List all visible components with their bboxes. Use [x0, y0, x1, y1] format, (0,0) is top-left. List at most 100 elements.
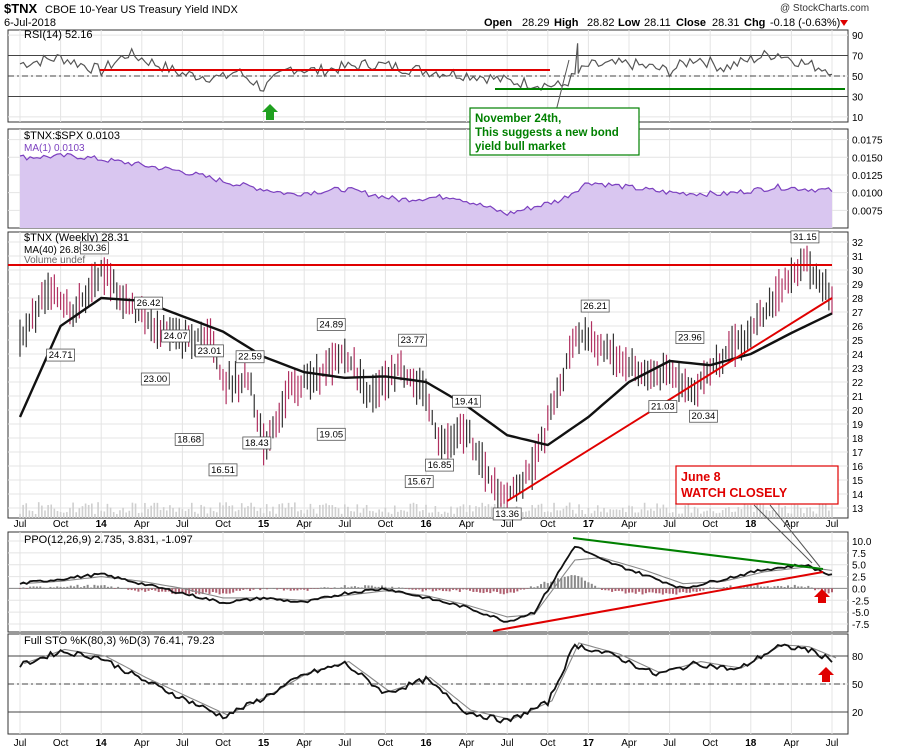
- volume-bar: [434, 506, 437, 518]
- volume-bar: [368, 510, 371, 518]
- ppo-histogram-bar: [130, 588, 133, 591]
- volume-bar: [556, 510, 558, 518]
- ppo-histogram-bar: [560, 578, 563, 589]
- volume-bar: [44, 510, 46, 518]
- ratio-panel: $TNX:$SPX 0.0103 MA(1) 0.0103: [19, 130, 833, 228]
- open-value: 28.29: [522, 17, 550, 29]
- volume-bar: [459, 506, 462, 518]
- symbol: $TNX: [4, 1, 38, 16]
- ppo-histogram-bar: [607, 588, 610, 591]
- x-tick-label-bottom: Jul: [663, 738, 676, 749]
- volume-bar: [281, 503, 284, 518]
- x-tick-label: Jul: [663, 519, 676, 530]
- volume-bar: [309, 503, 312, 518]
- ppo-histogram-bar: [746, 585, 749, 589]
- ppo-histogram-bar: [827, 588, 830, 594]
- volume-bar: [553, 502, 555, 518]
- volume-bar: [762, 504, 765, 518]
- ppo-histogram-bar: [353, 586, 356, 589]
- volume-bar: [659, 508, 662, 518]
- ppo-histogram-bar: [408, 588, 411, 590]
- price-tick-label: 14: [852, 490, 864, 501]
- ppo-histogram-bar: [113, 588, 116, 589]
- ppo-histogram-bar: [435, 588, 438, 591]
- price-tick-label: 19: [852, 420, 864, 431]
- ppo-histogram-bar: [22, 587, 25, 589]
- price-tick-label: 17: [852, 448, 864, 459]
- volume-bar: [668, 512, 671, 518]
- price-tag-label: 15.67: [407, 477, 431, 488]
- volume-bar: [406, 511, 409, 518]
- volume-bar: [675, 502, 677, 518]
- price-tick-label: 29: [852, 280, 864, 291]
- volume-bar: [328, 505, 330, 518]
- volume-bar: [656, 503, 658, 518]
- ppo-histogram-bar: [600, 588, 603, 590]
- ppo-histogram-bar: [360, 587, 363, 589]
- volume-bar: [219, 502, 221, 518]
- ppo-histogram-bar: [340, 587, 343, 589]
- volume-bar: [721, 510, 724, 518]
- ppo-histogram-bar: [421, 588, 424, 592]
- x-tick-label: Oct: [378, 519, 394, 530]
- volume-bar: [331, 505, 334, 518]
- volume-bar: [631, 506, 633, 518]
- price-tag-box: [46, 348, 75, 362]
- volume-bar: [109, 507, 112, 518]
- price-tag-box: [208, 463, 238, 477]
- ppo-histogram-bar: [262, 588, 265, 589]
- ppo-histogram-bar: [238, 588, 241, 591]
- volume-bar: [790, 513, 793, 518]
- volume-bar: [362, 508, 365, 518]
- volume-bar: [91, 503, 93, 518]
- ppo-histogram-bar: [648, 588, 651, 593]
- ppo-histogram-bar: [414, 588, 417, 590]
- volume-bar: [709, 508, 711, 518]
- ratio-tick-label: 0.0100: [852, 189, 883, 200]
- ppo-histogram-bar: [309, 588, 312, 589]
- ratio-tick-label: 0.0075: [852, 206, 883, 217]
- volume-bar: [169, 505, 171, 518]
- volume-bar: [340, 513, 343, 518]
- price-tag-box: [174, 433, 204, 446]
- volume-bar: [365, 504, 368, 518]
- volume-bar: [415, 504, 418, 518]
- volume-bar: [350, 511, 352, 518]
- volume-bar: [147, 509, 149, 518]
- ppo-histogram-bar: [797, 586, 800, 589]
- volume-bar: [119, 510, 121, 518]
- ppo-histogram-bar: [810, 587, 813, 589]
- volume-bar: [209, 507, 212, 518]
- volume-bar: [440, 513, 443, 518]
- ppo-histogram-bar: [154, 588, 157, 591]
- price-tag-box: [675, 331, 705, 344]
- ppo-histogram-bar: [529, 586, 532, 589]
- ppo-histogram-bar: [624, 588, 627, 594]
- price-tag-box: [425, 458, 454, 472]
- volume-bar: [178, 507, 181, 518]
- volume-bar: [162, 507, 165, 518]
- ppo-histogram-bar: [479, 588, 482, 593]
- volume-bar: [799, 508, 802, 518]
- volume-bar: [294, 502, 296, 518]
- volume-bar: [531, 505, 533, 518]
- volume-bar: [19, 513, 21, 518]
- x-tick-label: Apr: [296, 519, 312, 530]
- ppo-histogram-bar: [222, 588, 224, 594]
- price-tick-label: 15: [852, 476, 864, 487]
- ppo-histogram-bar: [617, 588, 620, 591]
- price-tick-label: 13: [852, 504, 864, 515]
- volume-bar: [687, 502, 690, 518]
- volume-bar: [596, 505, 599, 518]
- price-tag-label: 23.00: [143, 374, 167, 385]
- volume-bar: [453, 513, 455, 518]
- sto-k-line: [19, 643, 833, 724]
- ppo-histogram-bar: [198, 588, 201, 595]
- november-annotation: November 24th, This suggests a new bond …: [469, 59, 640, 156]
- chart-header: $TNX CBOE 10-Year US Treasury Yield INDX…: [0, 0, 900, 30]
- volume-bar: [818, 502, 821, 518]
- x-tick-label-bottom: Apr: [621, 738, 637, 749]
- ppo-histogram-bar: [462, 588, 465, 590]
- ppo-histogram-bar: [787, 585, 790, 589]
- volume-bar: [812, 511, 815, 518]
